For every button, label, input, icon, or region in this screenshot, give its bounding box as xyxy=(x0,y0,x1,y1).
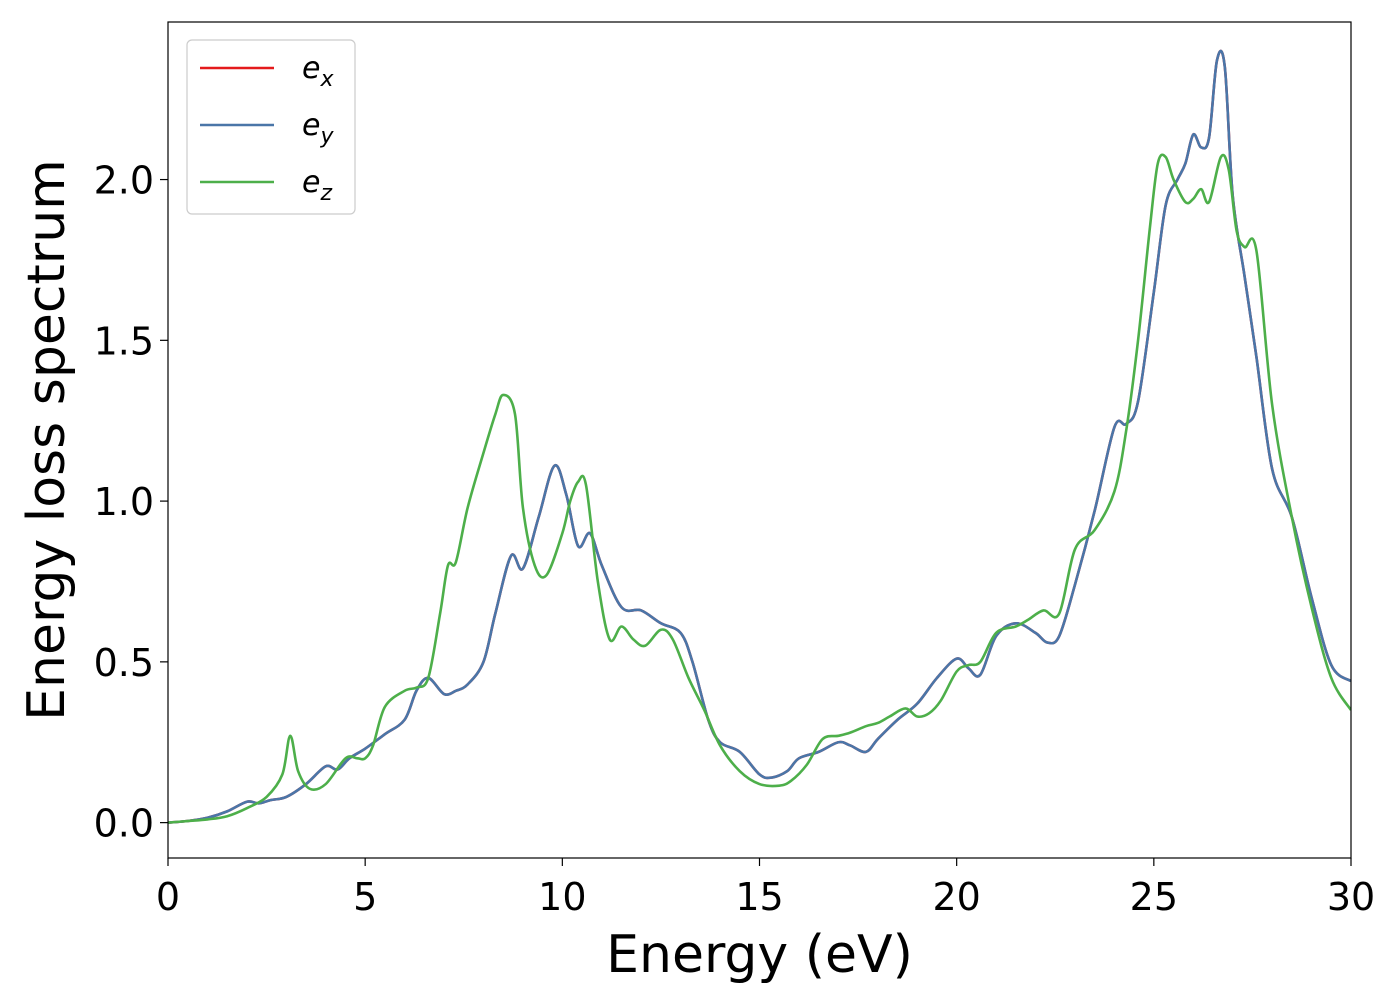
series-line-y xyxy=(168,49,1351,824)
y-tick-label: 0.0 xyxy=(94,802,154,846)
legend-label-base: e xyxy=(302,165,320,200)
legend-box xyxy=(186,39,356,215)
legend-label-subscript: z xyxy=(319,181,332,206)
series-layer xyxy=(168,49,1351,824)
x-tick-label: 25 xyxy=(1130,875,1178,919)
legend-label-z: ez xyxy=(302,165,332,206)
legend-label-base: e xyxy=(302,51,320,86)
y-tick-label: 1.0 xyxy=(94,480,154,524)
legend-label-subscript: y xyxy=(319,124,334,149)
x-tick-label: 5 xyxy=(353,875,377,919)
y-tick-label: 2.0 xyxy=(94,159,154,203)
series-line-z xyxy=(168,153,1351,824)
legend-label-y: ey xyxy=(302,108,334,149)
legend-label-x: ex xyxy=(302,51,334,92)
y-tick-label: 1.5 xyxy=(94,319,154,363)
x-axis: 0 5 10 15 20 25 30 xyxy=(156,858,1375,919)
x-tick-label: 10 xyxy=(538,875,586,919)
x-tick-label: 0 xyxy=(156,875,180,919)
x-axis-title: Energy (eV) xyxy=(606,925,913,985)
x-tick-label: 15 xyxy=(735,875,783,919)
y-tick-label: 0.5 xyxy=(94,641,154,685)
y-axis: 0.0 0.5 1.0 1.5 2.0 xyxy=(94,159,168,846)
y-axis-title: Energy loss spectrum xyxy=(17,159,77,721)
legend-label-subscript: x xyxy=(319,67,334,92)
x-tick-label: 30 xyxy=(1327,875,1375,919)
x-tick-label: 20 xyxy=(932,875,980,919)
legend-label-base: e xyxy=(302,108,320,143)
